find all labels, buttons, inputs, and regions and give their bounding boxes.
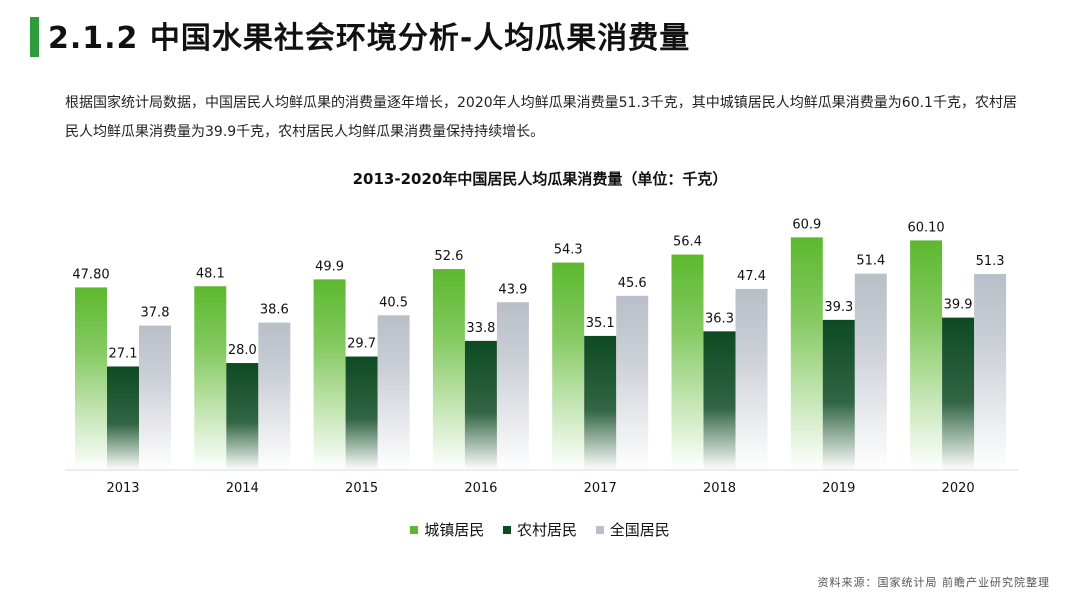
source-note: 资料来源：国家统计局 前瞻产业研究院整理 bbox=[817, 576, 1050, 589]
data-label-national-2016: 43.9 bbox=[498, 282, 527, 297]
title-accent-bar bbox=[30, 17, 39, 57]
x-tick-label-2017: 2017 bbox=[584, 481, 617, 496]
x-tick-label-2016: 2016 bbox=[464, 481, 497, 496]
data-label-rural-2014: 28.0 bbox=[228, 343, 257, 358]
data-label-rural-2017: 35.1 bbox=[586, 316, 615, 331]
intro-paragraph: 根据国家统计局数据，中国居民人均鲜瓜果的消费量逐年增长，2020年人均鲜瓜果消费… bbox=[65, 95, 1017, 140]
x-tick-label-2019: 2019 bbox=[822, 481, 855, 496]
data-label-urban-2019: 60.9 bbox=[792, 217, 821, 232]
bar-national-2016 bbox=[496, 302, 529, 470]
data-label-urban-2020: 60.10 bbox=[907, 220, 944, 235]
data-label-urban-2013: 47.80 bbox=[72, 267, 109, 282]
data-label-national-2018: 47.4 bbox=[737, 269, 766, 284]
legend-label-urban: 城镇居民 bbox=[424, 521, 485, 539]
bar-urban-2019 bbox=[790, 237, 823, 470]
data-label-national-2014: 38.6 bbox=[260, 303, 289, 318]
x-tick-label-2018: 2018 bbox=[703, 481, 736, 496]
bar-national-2013 bbox=[139, 325, 171, 470]
legend-item-urban: 城镇居民 bbox=[410, 519, 484, 540]
data-label-national-2013: 37.8 bbox=[141, 306, 170, 321]
data-label-urban-2014: 48.1 bbox=[196, 266, 225, 281]
bar-urban-2018 bbox=[671, 254, 704, 470]
bar-national-2020 bbox=[974, 274, 1007, 470]
x-tick-label-2013: 2013 bbox=[106, 481, 139, 496]
bar-urban-2015 bbox=[313, 279, 346, 470]
bar-rural-2013 bbox=[107, 366, 139, 470]
data-label-urban-2018: 56.4 bbox=[673, 235, 702, 250]
bar-national-2018 bbox=[735, 288, 768, 470]
data-label-national-2020: 51.3 bbox=[976, 254, 1005, 269]
bar-rural-2017 bbox=[584, 335, 617, 470]
bar-national-2017 bbox=[616, 295, 649, 470]
legend-item-national: 全国居民 bbox=[595, 519, 670, 540]
x-tick-label-2014: 2014 bbox=[226, 481, 259, 496]
chart-legend: 城镇居民 农村居民 全国居民 bbox=[0, 519, 1080, 540]
legend-label-rural: 农村居民 bbox=[516, 521, 577, 539]
data-label-urban-2016: 52.6 bbox=[434, 249, 463, 264]
legend-swatch-rural bbox=[502, 525, 511, 534]
bar-national-2015 bbox=[377, 315, 410, 470]
x-tick-label-2015: 2015 bbox=[345, 481, 378, 496]
data-label-rural-2020: 39.9 bbox=[944, 298, 973, 313]
data-label-rural-2015: 29.7 bbox=[347, 337, 376, 352]
legend-label-national: 全国居民 bbox=[609, 521, 670, 539]
bar-rural-2020 bbox=[942, 317, 975, 470]
data-label-national-2019: 51.4 bbox=[856, 254, 885, 269]
legend-swatch-national bbox=[595, 525, 604, 534]
bar-urban-2017 bbox=[552, 262, 585, 470]
bar-urban-2020 bbox=[910, 240, 943, 470]
data-label-national-2015: 40.5 bbox=[379, 295, 408, 310]
legend-swatch-urban bbox=[410, 525, 419, 534]
chart-title: 2013-2020年中国居民人均瓜果消费量（单位：千克） bbox=[352, 170, 728, 188]
data-label-urban-2015: 49.9 bbox=[315, 259, 344, 274]
bar-urban-2016 bbox=[432, 269, 465, 470]
bar-urban-2014 bbox=[194, 286, 227, 470]
bar-national-2019 bbox=[854, 273, 887, 470]
data-label-rural-2018: 36.3 bbox=[705, 311, 734, 326]
bar-national-2014 bbox=[258, 322, 291, 470]
legend-item-rural: 农村居民 bbox=[502, 519, 577, 540]
bar-rural-2016 bbox=[464, 340, 497, 470]
data-label-rural-2013: 27.1 bbox=[109, 346, 138, 361]
data-label-urban-2017: 54.3 bbox=[554, 243, 583, 258]
data-label-rural-2016: 33.8 bbox=[466, 321, 495, 336]
bar-rural-2014 bbox=[226, 363, 259, 470]
bar-rural-2018 bbox=[703, 331, 736, 470]
data-label-national-2017: 45.6 bbox=[618, 276, 647, 291]
bar-urban-2013 bbox=[75, 287, 107, 470]
bar-rural-2019 bbox=[822, 319, 855, 470]
bar-rural-2015 bbox=[345, 356, 378, 470]
data-label-rural-2019: 39.3 bbox=[824, 300, 853, 315]
page-title: 2.1.2 中国水果社会环境分析-人均瓜果消费量 bbox=[48, 21, 691, 56]
x-tick-label-2020: 2020 bbox=[942, 481, 975, 496]
